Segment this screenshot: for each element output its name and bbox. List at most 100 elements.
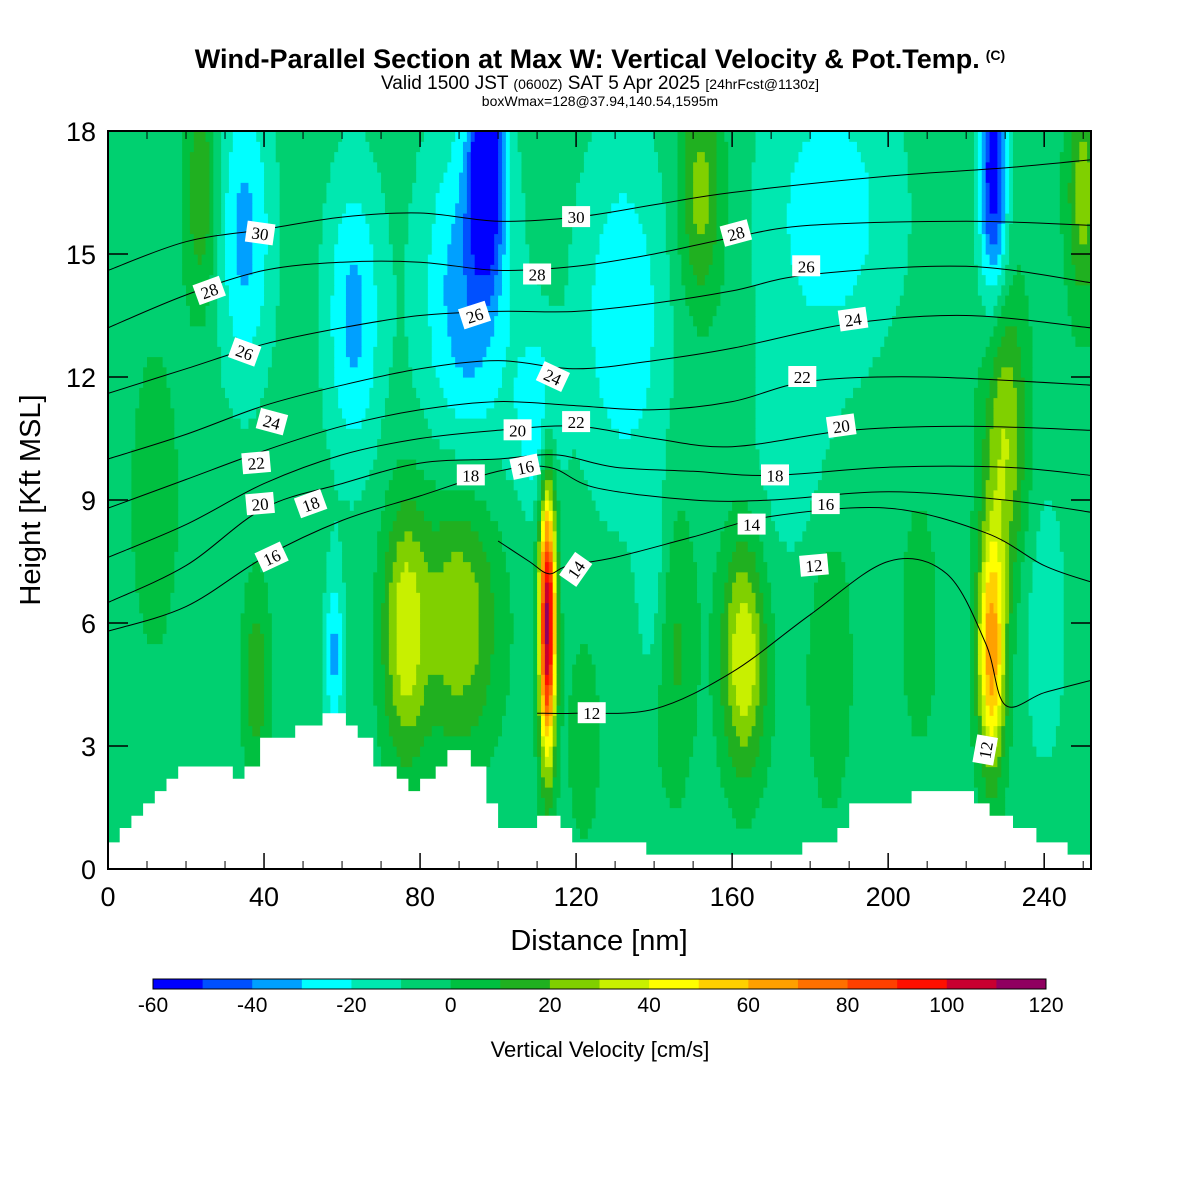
w-cell — [1012, 735, 1034, 747]
w-cell — [1009, 766, 1091, 778]
w-cell — [540, 602, 546, 614]
w-cell — [334, 243, 374, 255]
w-cell — [1009, 131, 1014, 142]
w-cell — [365, 213, 390, 224]
w-cell — [1024, 448, 1034, 460]
contour-label: 16 — [509, 453, 542, 480]
w-cell — [174, 407, 234, 419]
w-cell — [1024, 387, 1034, 399]
contour-label: 12 — [799, 553, 829, 577]
w-cell — [989, 448, 1002, 460]
w-cell — [182, 161, 191, 173]
w-cell — [443, 295, 468, 306]
w-cell — [1005, 325, 1018, 337]
w-cell — [673, 530, 690, 542]
w-cell — [767, 694, 776, 706]
w-cell — [232, 131, 257, 142]
w-cell — [1063, 233, 1073, 245]
w-cell — [509, 243, 530, 255]
w-cell — [517, 131, 593, 142]
w-cell — [345, 705, 378, 716]
w-cell — [108, 633, 148, 645]
colorbar-swatch — [897, 979, 948, 989]
w-cell — [973, 151, 979, 163]
w-cell — [345, 346, 363, 358]
w-cell — [377, 284, 398, 296]
w-cell — [934, 592, 971, 604]
w-cell — [560, 561, 632, 573]
w-cell — [646, 387, 675, 399]
w-cell — [732, 551, 757, 563]
w-cell — [1005, 141, 1010, 153]
w-cell — [260, 397, 324, 409]
w-cell — [275, 151, 335, 163]
w-cell — [260, 305, 277, 317]
w-cell — [661, 766, 690, 778]
w-cell — [408, 561, 429, 573]
w-cell — [260, 725, 273, 737]
w-cell — [1012, 366, 1022, 378]
w-cell — [853, 684, 905, 696]
w-cell — [466, 192, 472, 204]
w-cell — [685, 776, 722, 788]
w-cell — [427, 254, 448, 265]
w-cell — [677, 172, 686, 183]
w-cell — [977, 161, 983, 173]
w-cell — [498, 520, 538, 532]
w-cell — [790, 172, 870, 183]
w-cell — [466, 161, 472, 173]
w-cell — [849, 602, 905, 614]
w-cell — [564, 694, 569, 706]
contour-label-box — [788, 366, 817, 387]
w-cell — [934, 643, 971, 655]
w-cell — [560, 776, 569, 788]
w-cell — [989, 571, 998, 583]
w-cell — [537, 674, 542, 686]
w-cell — [755, 315, 893, 327]
w-cell — [1032, 346, 1091, 358]
w-cell — [716, 192, 729, 204]
w-cell — [108, 602, 140, 614]
contour-label: 18 — [456, 464, 485, 486]
w-cell — [209, 213, 214, 224]
w-cell — [708, 202, 718, 214]
x-tick-label: 0 — [100, 882, 115, 912]
w-cell — [326, 684, 343, 696]
w-cell — [985, 397, 995, 409]
w-cell — [849, 735, 971, 747]
w-cell — [1005, 561, 1010, 573]
w-cell — [981, 643, 987, 655]
w-cell — [279, 295, 320, 306]
w-cell — [856, 141, 905, 153]
w-cell — [408, 202, 437, 214]
w-cell — [182, 264, 214, 276]
w-cell — [435, 202, 456, 214]
w-cell — [552, 428, 620, 440]
w-cell — [907, 264, 979, 276]
w-cell — [373, 602, 382, 614]
w-cell — [728, 161, 753, 173]
w-cell — [997, 233, 1002, 245]
w-cell — [556, 633, 562, 645]
w-cell — [708, 653, 722, 665]
w-cell — [560, 510, 601, 522]
w-cell — [108, 448, 132, 460]
w-cell — [322, 202, 347, 214]
contour-label-text: 26 — [233, 341, 255, 365]
w-cell — [1009, 243, 1065, 255]
w-cell — [505, 243, 511, 255]
w-cell — [509, 592, 534, 604]
w-cell — [981, 705, 987, 716]
w-cell — [708, 182, 718, 194]
w-cell — [1032, 571, 1065, 583]
w-cell — [392, 735, 425, 747]
w-cell — [509, 141, 519, 153]
w-cell — [1063, 623, 1091, 634]
w-cell — [275, 336, 320, 347]
w-cell — [704, 274, 725, 286]
w-cell — [267, 233, 281, 245]
w-cell — [927, 715, 971, 727]
w-cell — [1028, 623, 1065, 634]
w-cell — [895, 305, 987, 317]
w-cell — [396, 602, 421, 614]
